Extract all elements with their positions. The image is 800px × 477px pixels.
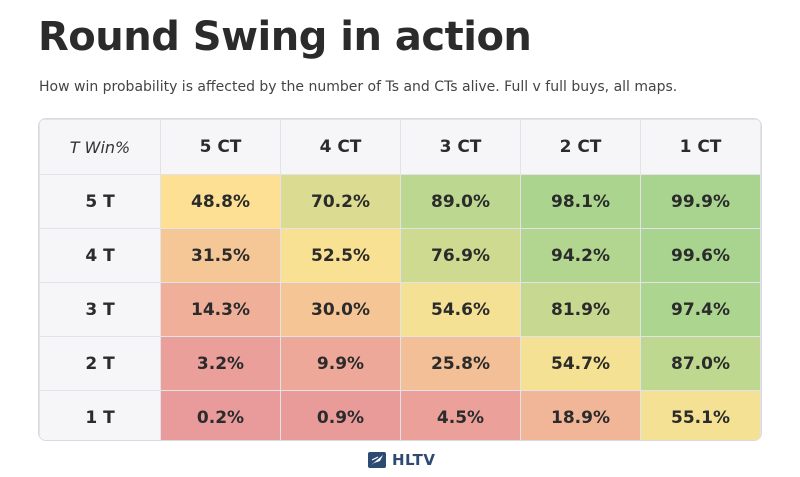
- hltv-logo-icon: [368, 452, 386, 468]
- heatmap-cell: 0.2%: [160, 390, 281, 440]
- heatmap-row: 3 T 14.3% 30.0% 54.6% 81.9% 97.4%: [39, 282, 761, 337]
- page-title: Round Swing in action: [38, 14, 532, 60]
- column-header-5ct: 5 CT: [160, 119, 281, 175]
- column-header-2ct: 2 CT: [520, 119, 641, 175]
- hltv-brand: HLTV: [368, 451, 435, 469]
- heatmap-row: 1 T 0.2% 0.9% 4.5% 18.9% 55.1%: [39, 390, 761, 440]
- heatmap-row: 5 T 48.8% 70.2% 89.0% 98.1% 99.9%: [39, 174, 761, 229]
- column-header-3ct: 3 CT: [400, 119, 521, 175]
- heatmap-table: T Win% 5 CT 4 CT 3 CT 2 CT 1 CT 5 T 48.8%…: [39, 119, 761, 440]
- row-header: 5 T: [39, 174, 161, 229]
- page-subtitle: How win probability is affected by the n…: [39, 79, 678, 95]
- heatmap-cell: 30.0%: [280, 282, 401, 337]
- heatmap-row: 2 T 3.2% 9.9% 25.8% 54.7% 87.0%: [39, 336, 761, 391]
- heatmap-cell: 55.1%: [640, 390, 761, 440]
- heatmap-cell: 31.5%: [160, 228, 281, 283]
- heatmap-cell: 4.5%: [400, 390, 521, 440]
- heatmap-cell: 9.9%: [280, 336, 401, 391]
- heatmap-cell: 52.5%: [280, 228, 401, 283]
- heatmap-cell: 0.9%: [280, 390, 401, 440]
- heatmap-cell: 94.2%: [520, 228, 641, 283]
- heatmap-cell: 99.6%: [640, 228, 761, 283]
- heatmap-cell: 99.9%: [640, 174, 761, 229]
- column-header-4ct: 4 CT: [280, 119, 401, 175]
- heatmap-cell: 3.2%: [160, 336, 281, 391]
- brand-name: HLTV: [392, 451, 436, 469]
- row-header: 2 T: [39, 336, 161, 391]
- row-header: 3 T: [39, 282, 161, 337]
- heatmap-cell: 54.6%: [400, 282, 521, 337]
- heatmap-cell: 54.7%: [520, 336, 641, 391]
- row-header: 1 T: [39, 390, 161, 440]
- heatmap-cell: 70.2%: [280, 174, 401, 229]
- heatmap-cell: 76.9%: [400, 228, 521, 283]
- heatmap-cell: 25.8%: [400, 336, 521, 391]
- heatmap-body: 5 T 48.8% 70.2% 89.0% 98.1% 99.9% 4 T 31.5% 52.5…: [39, 174, 761, 440]
- heatmap-cell: 98.1%: [520, 174, 641, 229]
- heatmap-cell: 14.3%: [160, 282, 281, 337]
- row-header: 4 T: [39, 228, 161, 283]
- heatmap-cell: 89.0%: [400, 174, 521, 229]
- heatmap-cell: 97.4%: [640, 282, 761, 337]
- heatmap-cell: 18.9%: [520, 390, 641, 440]
- corner-label: T Win%: [39, 119, 161, 175]
- heatmap-cell: 48.8%: [160, 174, 281, 229]
- column-header-1ct: 1 CT: [640, 119, 761, 175]
- header-row: T Win% 5 CT 4 CT 3 CT 2 CT 1 CT: [39, 119, 761, 175]
- heatmap-cell: 87.0%: [640, 336, 761, 391]
- heatmap-table-container: T Win% 5 CT 4 CT 3 CT 2 CT 1 CT 5 T 48.8%…: [38, 118, 762, 441]
- heatmap-row: 4 T 31.5% 52.5% 76.9% 94.2% 99.6%: [39, 228, 761, 283]
- heatmap-cell: 81.9%: [520, 282, 641, 337]
